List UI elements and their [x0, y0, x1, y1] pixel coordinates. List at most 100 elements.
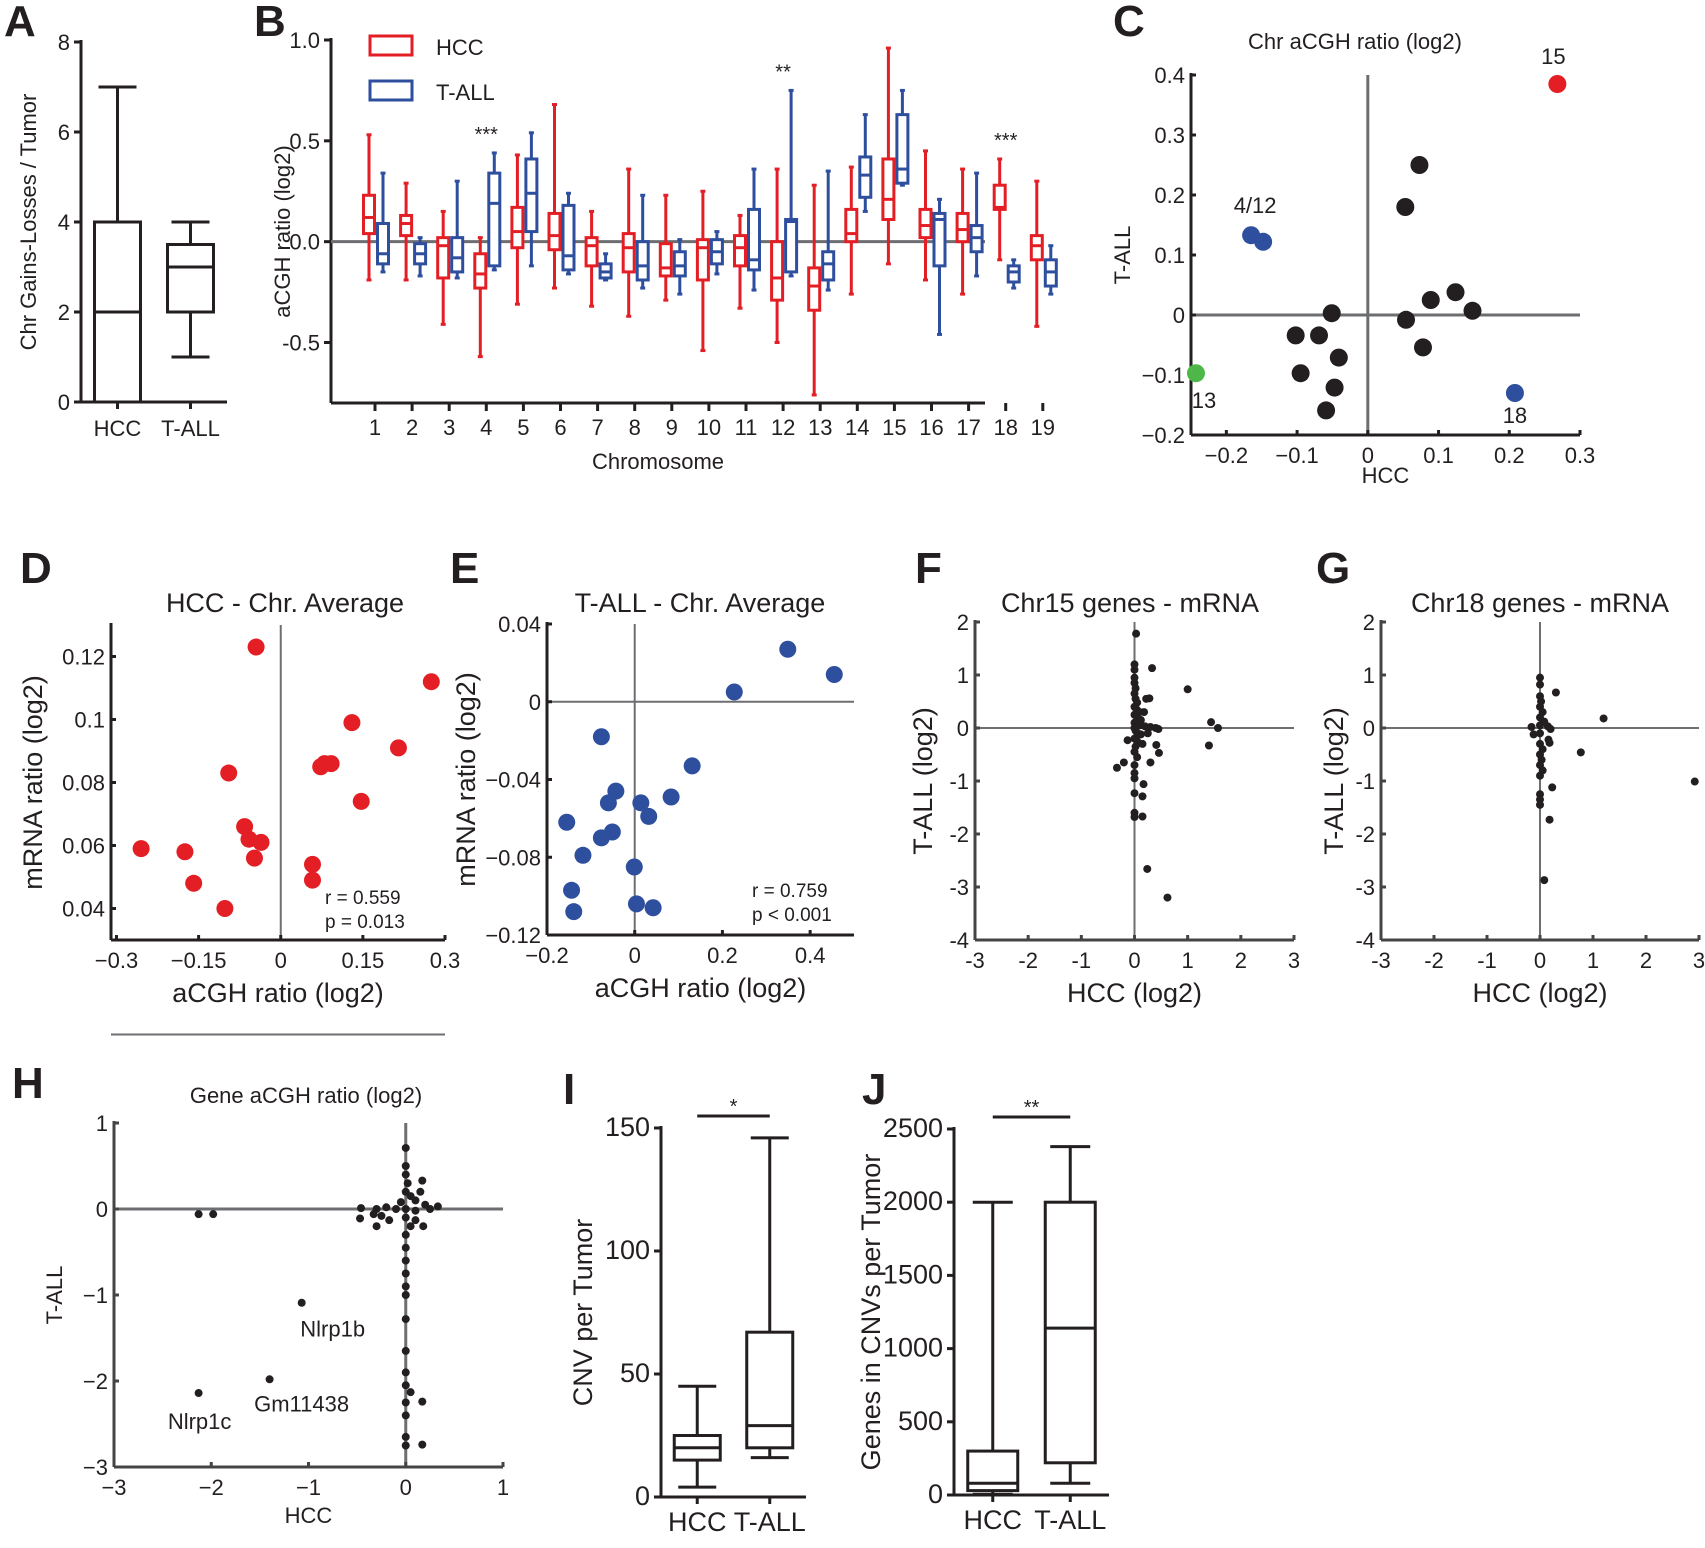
data-point: [1310, 326, 1329, 345]
data-point: [1536, 771, 1544, 780]
x-tick-label: 0: [400, 1475, 412, 1500]
x-tick-label: -3: [965, 948, 985, 973]
data-point: [418, 1397, 427, 1406]
legend-swatch: [368, 34, 414, 57]
box-iqr: [672, 250, 687, 278]
x-axis-label: Chromosome: [592, 449, 724, 474]
data-point: [644, 899, 662, 917]
x-tick-label: -2: [1018, 948, 1038, 973]
data-point: [356, 1214, 365, 1223]
data-point: [1183, 685, 1192, 694]
data-point: [1139, 780, 1148, 789]
data-point: [1146, 758, 1155, 767]
y-tick-label: -1: [949, 769, 969, 794]
data-point: [216, 900, 234, 917]
box-iqr: [510, 205, 525, 250]
data-point: [1186, 364, 1205, 383]
data-point: [1396, 198, 1415, 216]
x-tick-label: 3: [443, 415, 455, 440]
box-iqr: [844, 207, 859, 244]
data-point: [1254, 232, 1273, 251]
box-t-all: T-ALL: [734, 1136, 806, 1537]
data-point: [303, 855, 321, 873]
x-axis-label: aCGH ratio (log2): [595, 973, 807, 1003]
point-label: 15: [1541, 44, 1565, 69]
stat-annotation: r = 0.559: [325, 888, 401, 909]
x-tick-label: 17: [956, 415, 980, 440]
data-point: [1163, 893, 1172, 902]
panel-letter-e: E: [450, 544, 479, 593]
y-tick-label: 0.4: [1154, 63, 1185, 88]
data-point: [352, 792, 370, 810]
chart-title: Chr18 genes - mRNA: [1411, 588, 1669, 618]
data-point: [1138, 792, 1147, 801]
data-point: [322, 755, 340, 773]
y-tick-label: 2000: [883, 1186, 943, 1216]
data-point: [1291, 364, 1310, 383]
y-tick-label: 8: [58, 30, 70, 55]
panel-i: I 0 50 100 150 CNV per Tumor HCC T-ALL *: [563, 1065, 806, 1537]
box-chr-5: [524, 131, 539, 268]
point-label: 18: [1503, 403, 1527, 428]
series-t-all: [376, 88, 1058, 336]
y-tick-label: −0.2: [1142, 423, 1185, 448]
x-tick-label: −3: [101, 1475, 126, 1500]
data-point: [1138, 812, 1147, 821]
data-point: [1536, 680, 1544, 689]
y-tick-label: 0.04: [62, 897, 105, 922]
y-tick-label: 1000: [883, 1333, 943, 1363]
x-tick-label: 12: [771, 415, 795, 440]
data-point: [1527, 722, 1536, 731]
y-axis-label: T-ALL (log2): [1319, 707, 1349, 855]
data-point: [1410, 156, 1429, 174]
x-tick-label: -1: [1072, 948, 1092, 973]
data-points: Nlrp1b Gm11438 Nlrp1c: [168, 1143, 442, 1450]
y-tick-label: 0.06: [62, 834, 105, 859]
box-chr-5: [510, 153, 525, 306]
box-iqr: [376, 222, 390, 266]
box-iqr: [695, 238, 710, 282]
y-axis-label: T-ALL: [1110, 226, 1135, 285]
panel-letter-d: D: [20, 544, 52, 593]
box-chr-19: [1043, 244, 1058, 296]
data-point: [1446, 283, 1465, 302]
data-point: [627, 895, 645, 913]
panel-letter-f: F: [915, 544, 942, 593]
box-iqr: [635, 240, 650, 282]
x-tick-label: 6: [554, 415, 566, 440]
y-tick-label: 0.1: [74, 708, 105, 733]
x-tick-label: 2: [406, 415, 418, 440]
y-tick-label: 2: [1363, 610, 1375, 635]
box-chr-11: [747, 167, 761, 292]
y-tick-label: 0.3: [1154, 123, 1185, 148]
box-chr-9: [658, 193, 673, 302]
x-tick-label: 8: [629, 415, 641, 440]
data-point: [194, 1210, 203, 1219]
x-tick-label: 4: [480, 415, 492, 440]
y-tick-label: 0.04: [498, 612, 541, 637]
x-tick-label: HCC: [668, 1507, 727, 1537]
data-point: [433, 1202, 442, 1211]
data-point: [1204, 741, 1213, 750]
y-tick-label: 0: [96, 1197, 108, 1222]
x-tick-label: 13: [808, 415, 832, 440]
data-point: [1145, 694, 1154, 703]
panel-letter-a: A: [4, 0, 36, 46]
data-point: [1133, 753, 1142, 762]
data-point: [1132, 629, 1141, 638]
box-iqr: [1043, 1200, 1097, 1465]
box-chr-9: [672, 238, 687, 296]
x-tick-label: 0.4: [795, 943, 826, 968]
x-tick-label: 0.3: [430, 948, 461, 973]
box-iqr: [821, 250, 836, 282]
box-chr-14: [858, 113, 873, 213]
data-point: [194, 1389, 203, 1398]
data-point: [1322, 304, 1341, 323]
box-chr-10: [695, 189, 710, 353]
data-point: [640, 807, 658, 825]
data-point: [372, 1222, 381, 1231]
x-tick-label: 18: [993, 415, 1017, 440]
data-point: [416, 1187, 425, 1196]
data-point: [1136, 730, 1145, 739]
